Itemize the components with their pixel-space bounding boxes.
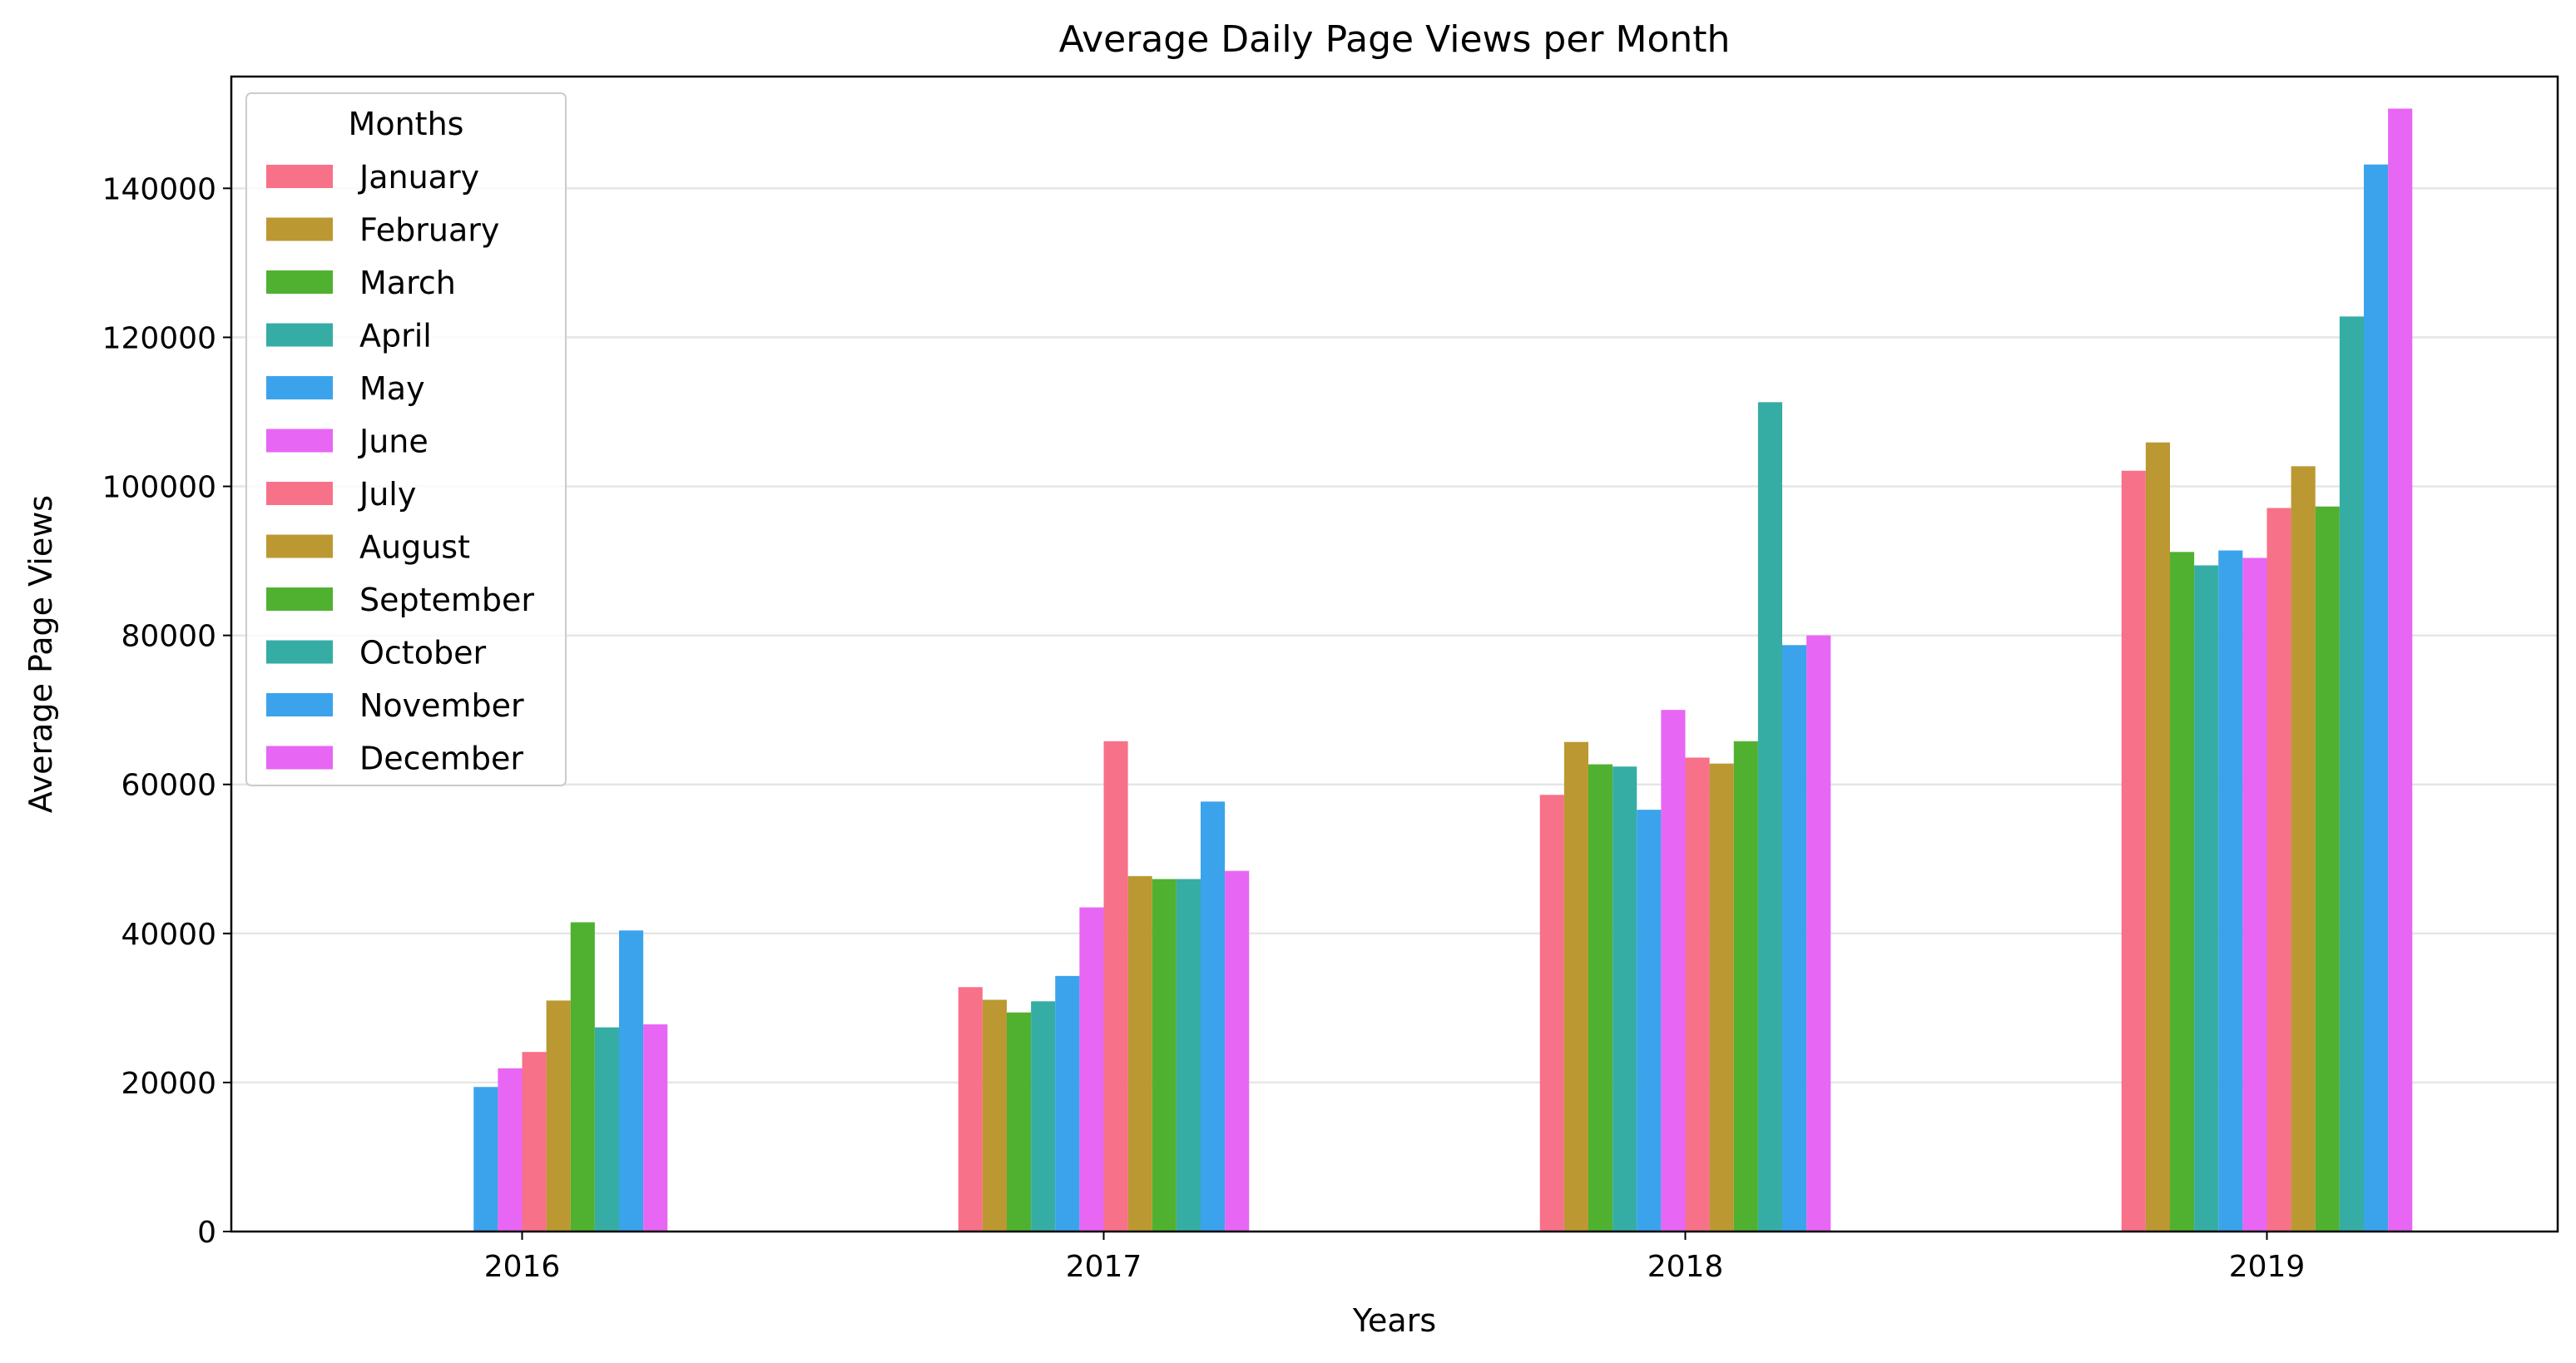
bar-march-2017 <box>1007 1012 1032 1232</box>
y-tick-label: 100000 <box>102 471 216 505</box>
bar-october-2019 <box>2339 316 2364 1232</box>
bar-august-2019 <box>2291 466 2316 1232</box>
legend-label: December <box>359 741 523 777</box>
bar-september-2017 <box>1152 879 1177 1232</box>
bar-january-2018 <box>1539 795 1564 1232</box>
legend-label: July <box>358 476 416 513</box>
bar-august-2017 <box>1127 875 1152 1232</box>
bar-may-2017 <box>1055 975 1080 1232</box>
legend-swatch <box>266 217 333 241</box>
legend-swatch <box>266 376 333 399</box>
bar-november-2019 <box>2364 164 2389 1232</box>
x-tick-label: 2019 <box>2229 1250 2306 1284</box>
bar-july-2017 <box>1103 741 1128 1232</box>
legend-label: September <box>359 582 534 618</box>
bar-june-2017 <box>1079 907 1104 1232</box>
x-tick-label: 2016 <box>484 1250 561 1284</box>
bar-april-2019 <box>2194 565 2219 1232</box>
legend-swatch <box>266 165 333 188</box>
bar-september-2016 <box>570 922 595 1232</box>
y-tick-label: 120000 <box>102 321 216 355</box>
bar-february-2018 <box>1563 741 1588 1232</box>
legend-swatch <box>266 534 333 558</box>
bar-july-2019 <box>2266 508 2291 1232</box>
bar-march-2018 <box>1588 764 1613 1232</box>
legend-swatch <box>266 640 333 664</box>
y-axis-label: Average Page Views <box>22 495 59 813</box>
bar-june-2016 <box>498 1068 523 1232</box>
bar-june-2019 <box>2242 558 2267 1232</box>
bars-layer <box>473 108 2413 1232</box>
y-tick-label: 20000 <box>121 1067 216 1101</box>
bar-september-2018 <box>1733 741 1758 1232</box>
legend-swatch <box>266 587 333 611</box>
legend: Months JanuaryFebruaryMarchAprilMayJuneJ… <box>245 92 567 786</box>
y-tick-label: 0 <box>197 1216 216 1250</box>
legend-swatch <box>266 270 333 294</box>
bar-september-2019 <box>2315 506 2340 1232</box>
bar-march-2019 <box>2170 552 2195 1232</box>
bar-october-2017 <box>1176 879 1201 1232</box>
legend-swatch <box>266 323 333 347</box>
bar-may-2019 <box>2218 550 2243 1232</box>
y-tick-label: 140000 <box>102 172 216 206</box>
bar-november-2018 <box>1782 645 1807 1232</box>
bar-december-2019 <box>2388 108 2413 1232</box>
legend-label: March <box>359 265 456 301</box>
legend-label: October <box>359 635 486 672</box>
bar-december-2018 <box>1806 635 1831 1232</box>
ticks-layer: 0 20000 40000 60000 80000 100000 120000 140000 2… <box>102 172 2306 1284</box>
legend-title: Months <box>349 106 464 142</box>
legend-label: May <box>359 370 425 407</box>
bar-january-2019 <box>2121 470 2146 1232</box>
legend-label: April <box>359 318 432 354</box>
bar-august-2018 <box>1709 763 1734 1232</box>
y-tick-label: 40000 <box>121 918 216 952</box>
y-tick-label: 60000 <box>121 769 216 803</box>
legend-swatch <box>266 429 333 453</box>
bar-july-2016 <box>522 1052 547 1232</box>
y-tick-label: 80000 <box>121 620 216 654</box>
legend-box <box>245 92 567 786</box>
legend-swatch <box>266 693 333 716</box>
legend-label: February <box>359 212 499 249</box>
bar-may-2016 <box>473 1087 498 1232</box>
bar-november-2017 <box>1201 801 1226 1232</box>
bar-april-2017 <box>1031 1001 1056 1232</box>
legend-label: January <box>358 159 479 196</box>
bar-august-2016 <box>546 1000 571 1232</box>
x-tick-label: 2018 <box>1647 1250 1724 1284</box>
bar-january-2017 <box>958 987 983 1232</box>
bar-october-2018 <box>1757 402 1782 1232</box>
legend-label: November <box>359 687 524 724</box>
bar-june-2018 <box>1661 710 1686 1232</box>
bar-may-2018 <box>1637 810 1662 1232</box>
bar-november-2016 <box>619 930 644 1232</box>
bar-october-2016 <box>594 1027 619 1232</box>
bar-december-2016 <box>643 1024 668 1232</box>
legend-swatch <box>266 746 333 770</box>
legend-label: August <box>359 529 470 566</box>
plot-frame <box>230 75 2559 1233</box>
legend-swatch <box>266 482 333 505</box>
chart-title: Average Daily Page Views per Month <box>1059 18 1731 61</box>
bar-april-2018 <box>1612 766 1637 1232</box>
x-tick-label: 2017 <box>1066 1250 1142 1284</box>
bar-february-2019 <box>2145 442 2170 1232</box>
legend-label: June <box>358 424 429 460</box>
x-axis-label: Years <box>1352 1302 1436 1339</box>
bar-december-2017 <box>1225 870 1250 1232</box>
bar-july-2018 <box>1685 757 1710 1232</box>
bar-february-2017 <box>982 999 1007 1232</box>
legend-items: January February March April May June July Augu… <box>266 159 534 777</box>
